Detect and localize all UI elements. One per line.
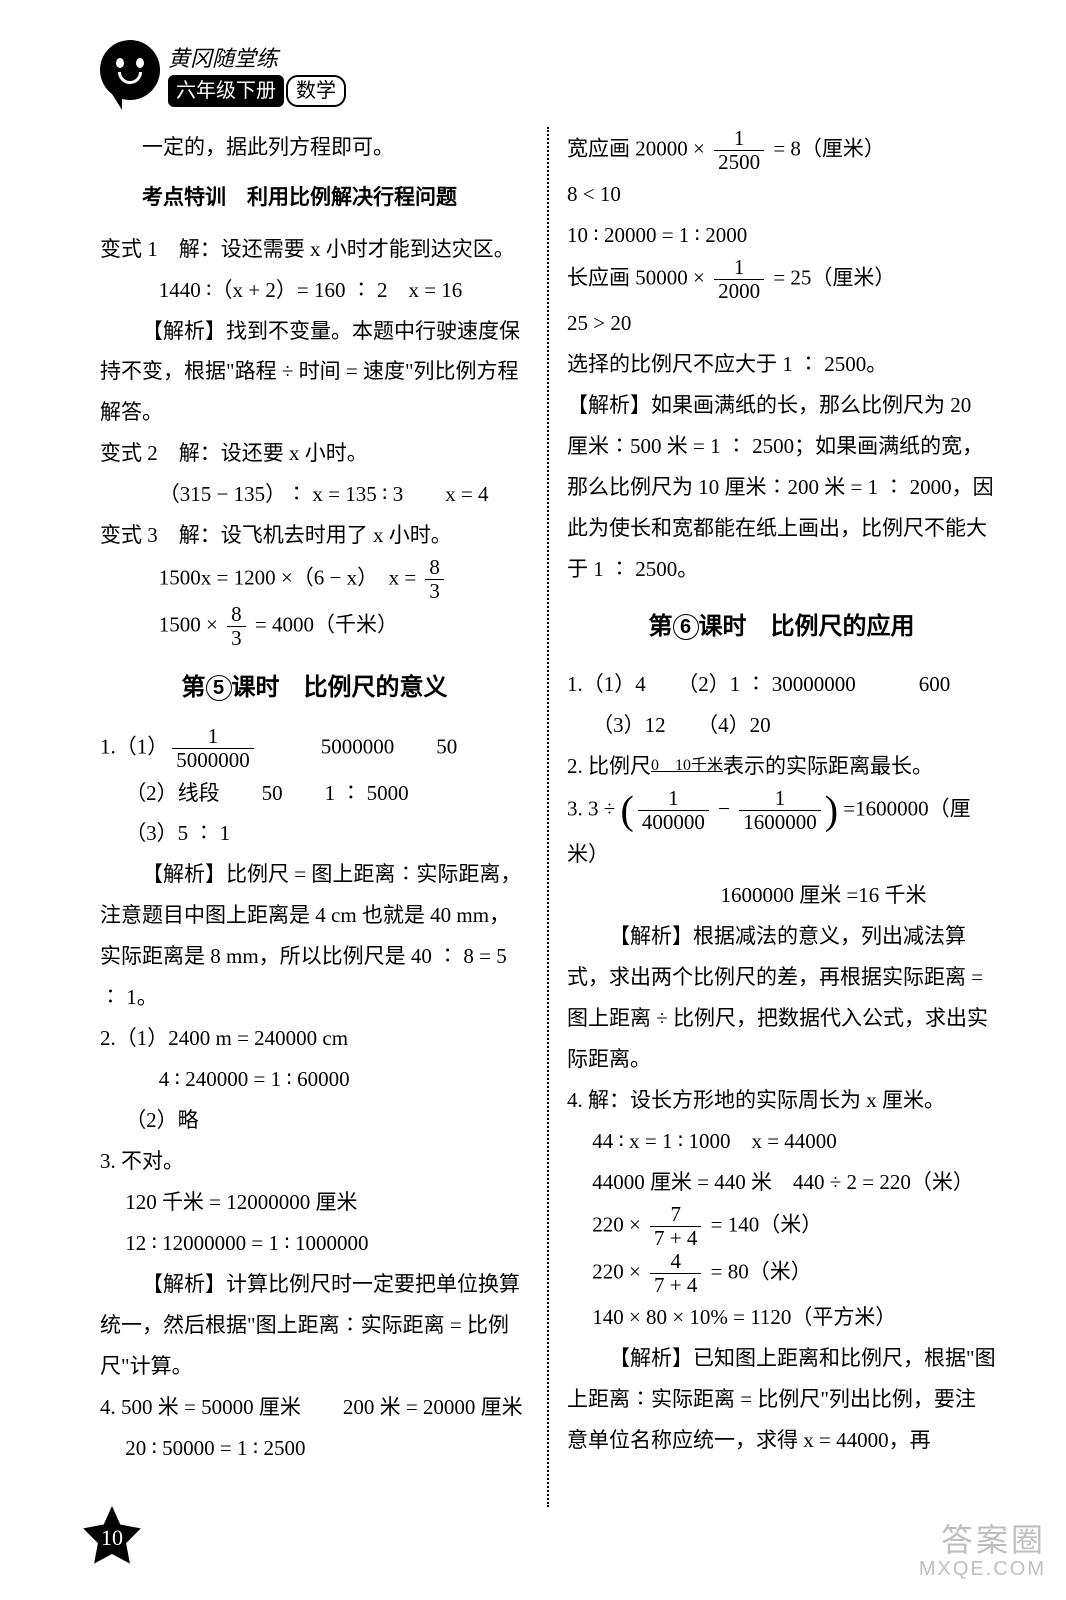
series-title: 黄冈随堂练 六年级下册数学 bbox=[168, 40, 346, 107]
equation: 220 × 47 + 4 = 80（米） bbox=[567, 1250, 996, 1297]
equation: 4 ∶ 240000 = 1 ∶ 60000 bbox=[100, 1059, 529, 1100]
fraction: 77 + 4 bbox=[650, 1203, 701, 1250]
section-heading: 考点特训 利用比例解决行程问题 bbox=[100, 178, 529, 219]
analysis: 【解析】如果画满纸的长，那么比例尺为 20 厘米∶500 米 = 1 ∶ 250… bbox=[567, 385, 996, 590]
equation: 220 × 77 + 4 = 140（米） bbox=[567, 1203, 996, 1250]
fraction: 47 + 4 bbox=[650, 1250, 701, 1297]
q2-2: （2）略 bbox=[100, 1100, 529, 1141]
circled-number: 5 bbox=[206, 675, 232, 701]
paren-icon: ( bbox=[621, 788, 634, 833]
analysis: 【解析】比例尺 = 图上距离∶实际距离，注意题目中图上距离是 4 cm 也就是 … bbox=[100, 854, 529, 1018]
equation: （315 − 135）∶ x = 135 ∶ 3 x = 4 bbox=[100, 474, 529, 515]
equation: 12 ∶ 12000000 = 1 ∶ 1000000 bbox=[100, 1223, 529, 1264]
equation: 44000 厘米 = 440 米 440 ÷ 2 = 220（米） bbox=[567, 1162, 996, 1203]
s2: 2. 比例尺0 10千米表示的实际距离最长。 bbox=[567, 746, 996, 787]
variant-3: 变式 3 解：设飞机去时用了 x 小时。 bbox=[100, 515, 529, 556]
equation: 1500 × 83 = 4000（千米） bbox=[100, 603, 529, 650]
fraction: 83 bbox=[227, 603, 246, 650]
label: 变式 3 bbox=[100, 523, 158, 547]
s4-1: 4. 解：设长方形地的实际周长为 x 厘米。 bbox=[567, 1080, 996, 1121]
equation: 140 × 80 × 10% = 1120（平方米） bbox=[567, 1297, 996, 1338]
equation: 1440 ∶（x + 2）= 160 ∶ 2 x = 16 bbox=[100, 270, 529, 311]
s1-2: （3）12 （4）20 bbox=[567, 705, 996, 746]
grade-pill: 六年级下册 bbox=[168, 75, 284, 107]
q2-1: 2.（1）2400 m = 240000 cm bbox=[100, 1018, 529, 1059]
label: 变式 2 bbox=[100, 441, 158, 465]
label: 变式 1 bbox=[100, 237, 158, 261]
analysis: 【解析】已知图上距离和比例尺，根据"图上距离∶实际距离 = 比例尺"列出比例，要… bbox=[567, 1338, 996, 1461]
text: 解：设还需要 x 小时才能到达灾区。 bbox=[179, 237, 515, 261]
analysis: 【解析】计算比例尺时一定要把单位换算统一，然后根据"图上距离∶实际距离 = 比例… bbox=[100, 1264, 529, 1387]
smiley-icon bbox=[100, 40, 160, 100]
series-name: 黄冈随堂练 bbox=[168, 44, 346, 75]
page-number-badge: 10 bbox=[80, 1506, 144, 1570]
fraction: 11600000 bbox=[739, 787, 821, 834]
lesson-heading: 第6课时 比例尺的应用 bbox=[567, 604, 996, 651]
scale-segment: 0 10千米 bbox=[651, 757, 723, 774]
equation: 宽应画 20000 × 12500 = 8（厘米） bbox=[567, 127, 996, 174]
analysis: 【解析】根据减法的意义，列出减法算式，求出两个比例尺的差，再根据实际距离 = 图… bbox=[567, 916, 996, 1080]
q4-1: 4. 500 米 = 50000 厘米 200 米 = 20000 厘米 bbox=[100, 1387, 529, 1428]
s3: 3. 3 ÷ (1400000 − 11600000) =1600000（厘米） bbox=[567, 787, 996, 875]
variant-1: 变式 1 解：设还需要 x 小时才能到达灾区。 bbox=[100, 229, 529, 270]
fraction: 83 bbox=[425, 556, 444, 603]
content-columns: 一定的，据此列方程即可。 考点特训 利用比例解决行程问题 变式 1 解：设还需要… bbox=[100, 127, 996, 1507]
text: 解：设飞机去时用了 x 小时。 bbox=[179, 523, 452, 547]
q1-2: （2）线段 50 1 ∶ 5000 bbox=[100, 773, 529, 814]
lesson-heading: 第5课时 比例尺的意义 bbox=[100, 665, 529, 712]
equation: 20 ∶ 50000 = 1 ∶ 2500 bbox=[100, 1428, 529, 1469]
fraction: 12500 bbox=[714, 127, 764, 174]
circled-number: 6 bbox=[673, 614, 699, 640]
paren-icon: ) bbox=[825, 788, 838, 833]
equation: 8 < 10 bbox=[567, 174, 996, 215]
left-column: 一定的，据此列方程即可。 考点特训 利用比例解决行程问题 变式 1 解：设还需要… bbox=[100, 127, 547, 1507]
equation: 长应画 50000 × 12000 = 25（厘米） bbox=[567, 256, 996, 303]
text: 解：设还要 x 小时。 bbox=[179, 441, 368, 465]
equation: 10 ∶ 20000 = 1 ∶ 2000 bbox=[567, 215, 996, 256]
watermark: 答案圈 MXQE.COM bbox=[919, 1523, 1046, 1580]
star-icon: 10 bbox=[80, 1506, 144, 1570]
equation: 1600000 厘米 =16 千米 bbox=[567, 875, 996, 916]
text: 选择的比例尺不应大于 1 ∶ 2500。 bbox=[567, 344, 996, 385]
analysis: 【解析】找到不变量。本题中行驶速度保持不变，根据"路程 ÷ 时间 = 速度"列比… bbox=[100, 311, 529, 434]
subject-pill: 数学 bbox=[286, 75, 346, 107]
fraction: 12000 bbox=[714, 256, 764, 303]
equation: 120 千米 = 12000000 厘米 bbox=[100, 1182, 529, 1223]
fraction: 1400000 bbox=[638, 787, 709, 834]
header-badge: 黄冈随堂练 六年级下册数学 bbox=[100, 40, 996, 107]
equation: 44 ∶ x = 1 ∶ 1000 x = 44000 bbox=[567, 1121, 996, 1162]
q1-3: （3）5 ∶ 1 bbox=[100, 813, 529, 854]
text: 一定的，据此列方程即可。 bbox=[100, 127, 529, 168]
variant-2: 变式 2 解：设还要 x 小时。 bbox=[100, 433, 529, 474]
q1-1: 1.（1）15000000 5000000 50 bbox=[100, 725, 529, 772]
s1-1: 1.（1）4 （2）1 ∶ 30000000 600 bbox=[567, 664, 996, 705]
q3-1: 3. 不对。 bbox=[100, 1141, 529, 1182]
fraction: 15000000 bbox=[172, 725, 254, 772]
right-column: 宽应画 20000 × 12500 = 8（厘米） 8 < 10 10 ∶ 20… bbox=[549, 127, 996, 1507]
equation: 25 > 20 bbox=[567, 303, 996, 344]
equation: 1500x = 1200 ×（6 − x） x = 83 bbox=[100, 556, 529, 603]
